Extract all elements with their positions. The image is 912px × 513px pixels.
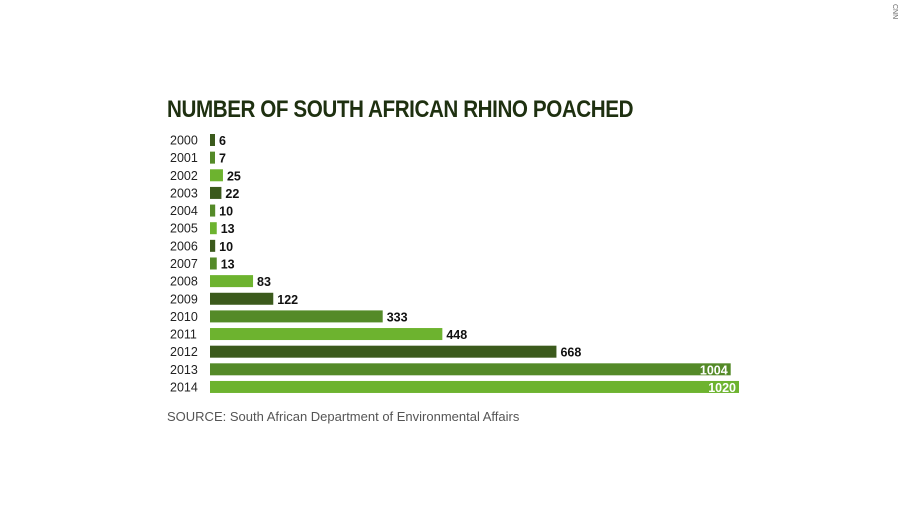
value-label: 13	[221, 257, 235, 271]
chart-title: NUMBER OF SOUTH AFRICAN RHINO POACHED	[167, 96, 634, 123]
bar-2014	[210, 380, 739, 393]
bar-2009	[210, 292, 274, 305]
category-label: 2000	[170, 134, 198, 148]
bar-2010	[210, 310, 383, 323]
value-label: 22	[225, 187, 239, 201]
value-label: 10	[219, 240, 233, 254]
value-label: 7	[219, 152, 226, 166]
bar-2011	[210, 328, 443, 341]
value-label: 122	[277, 293, 298, 307]
category-label: 2009	[170, 292, 198, 306]
bar-2001	[210, 151, 215, 164]
category-label: 2012	[170, 345, 198, 359]
value-label: 25	[227, 169, 241, 183]
bar-2008	[210, 275, 254, 288]
value-label: 448	[446, 328, 467, 342]
category-label: 2014	[170, 380, 198, 394]
category-label: 2002	[170, 169, 198, 183]
value-label: 6	[219, 134, 226, 148]
category-label: 2013	[170, 363, 198, 377]
bar-2002	[210, 169, 223, 182]
bar-2012	[210, 345, 557, 358]
category-label: 2001	[170, 151, 198, 165]
value-label: 333	[387, 310, 408, 324]
value-label: 1020	[708, 381, 736, 395]
bar-2005	[210, 222, 217, 235]
value-label: 668	[560, 346, 581, 360]
category-label: 2008	[170, 275, 198, 289]
value-label: 83	[257, 275, 271, 289]
bar-2013	[210, 363, 731, 376]
bar-2004	[210, 204, 216, 217]
value-label: 10	[219, 205, 233, 219]
bar-2000	[210, 134, 215, 146]
category-label: 2006	[170, 239, 198, 253]
category-label: 2003	[170, 186, 198, 200]
bar-2007	[210, 257, 217, 270]
category-label: 2007	[170, 257, 198, 271]
category-label: 2010	[170, 310, 198, 324]
bar-2006	[210, 239, 216, 252]
bar-2003	[210, 186, 222, 199]
category-label: 2004	[170, 204, 198, 218]
value-label: 1004	[700, 363, 728, 377]
category-label: 2005	[170, 222, 198, 236]
category-label: 2011	[170, 328, 197, 342]
source-note: SOURCE: South African Department of Envi…	[167, 409, 520, 424]
value-label: 13	[221, 222, 235, 236]
